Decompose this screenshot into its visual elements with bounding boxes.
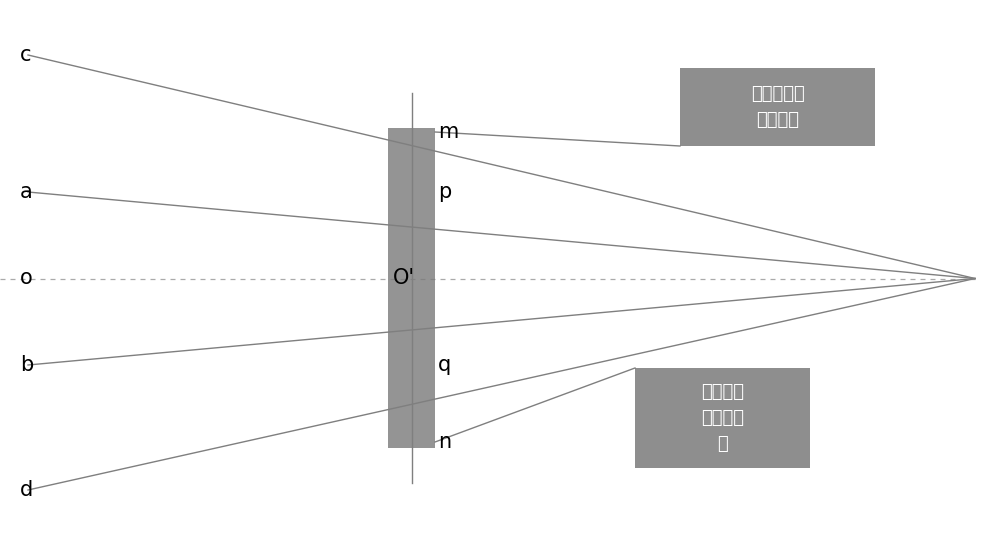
Text: b: b [20, 355, 33, 375]
Text: q: q [438, 355, 451, 375]
Bar [388, 128, 435, 448]
Text: n: n [438, 432, 451, 452]
Bar [680, 68, 875, 146]
Text: o: o [20, 268, 33, 289]
Text: d: d [20, 480, 33, 500]
Text: O': O' [393, 268, 415, 289]
Bar [635, 368, 810, 468]
Text: 第一次扫描
射线范围: 第一次扫描 射线范围 [751, 85, 804, 129]
Text: p: p [438, 182, 451, 202]
Text: 第二次扫
描射线范
围: 第二次扫 描射线范 围 [701, 383, 744, 453]
Text: c: c [20, 45, 32, 65]
Text: a: a [20, 182, 33, 202]
Text: m: m [438, 122, 458, 142]
